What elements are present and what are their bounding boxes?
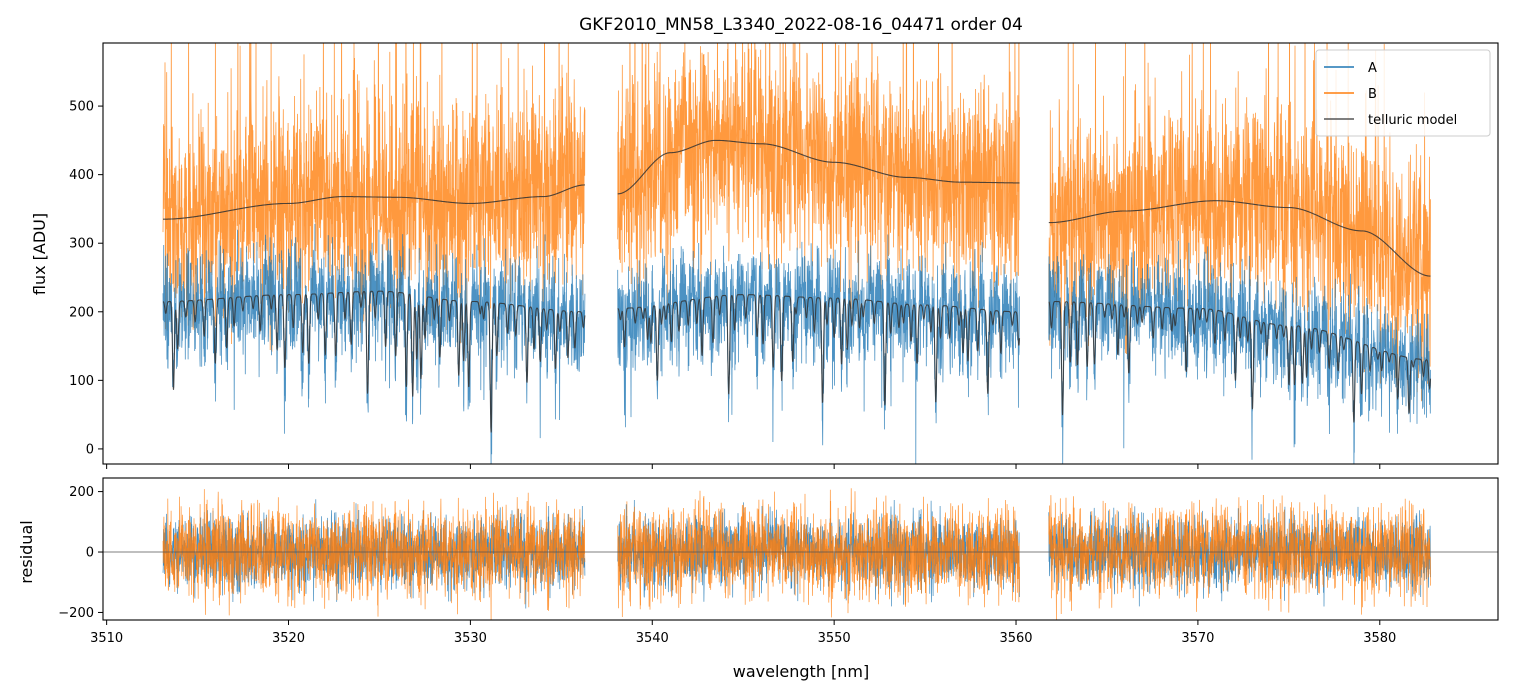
x-tick-label: 3510: [90, 631, 123, 646]
y-tick-label: 400: [69, 168, 94, 183]
telluric-model-a-line: [162, 290, 586, 433]
x-tick-label: 3530: [454, 631, 487, 646]
x-tick-label: 3570: [1181, 631, 1214, 646]
series-b-line: [1048, 43, 1431, 402]
x-tick-label: 3580: [1363, 631, 1396, 646]
series-b-line: [162, 43, 586, 352]
y-tick-label: 200: [69, 485, 94, 500]
residual-axes-frame: [102, 477, 1499, 621]
y-tick-label: 0: [86, 546, 94, 561]
series-b-line: [617, 43, 1020, 320]
series-a-line: [1048, 240, 1431, 464]
x-tick-label: 3520: [272, 631, 305, 646]
residual-b-line: [162, 489, 586, 620]
chart-title: GKF2010_MN58_L3340_2022-08-16_04471 orde…: [579, 15, 1023, 35]
y-tick-label: 0: [86, 442, 94, 457]
series-a-line: [617, 234, 1020, 464]
legend-label-model: telluric model: [1368, 113, 1457, 128]
x-tick-label: 3560: [999, 631, 1032, 646]
telluric-model-a-line: [1048, 300, 1432, 423]
telluric-model-a-line: [617, 294, 1021, 406]
telluric-model-b-line: [1048, 200, 1431, 277]
legend: A B telluric model: [1315, 49, 1491, 137]
residual-y-label: residual: [17, 520, 36, 583]
spectrum-axes-frame: [102, 42, 1499, 465]
legend-label-b: B: [1368, 87, 1377, 102]
y-tick-label: −200: [58, 606, 94, 621]
y-tick-label: 300: [69, 237, 94, 252]
residual-b-line: [617, 488, 1020, 618]
y-tick-label: 200: [69, 305, 94, 320]
spectrum-panel: 0 100 200 300 400 500 flux [ADU]: [30, 42, 1499, 469]
series-a-line: [162, 223, 586, 464]
spectrum-y-label: flux [ADU]: [30, 213, 49, 295]
residual-panel: −200 0 200 3510 3520 3530 3540 3550 3560 3570 358…: [17, 477, 1499, 681]
legend-label-a: A: [1368, 61, 1377, 76]
y-tick-label: 500: [69, 100, 94, 115]
telluric-model-b-line: [163, 184, 585, 220]
x-axis-label: wavelength [nm]: [733, 662, 870, 681]
x-tick-label: 3550: [818, 631, 851, 646]
y-tick-label: 100: [69, 374, 94, 389]
telluric-model-b-line: [617, 139, 1020, 195]
x-tick-label: 3540: [636, 631, 669, 646]
residual-b-line: [1048, 494, 1431, 620]
